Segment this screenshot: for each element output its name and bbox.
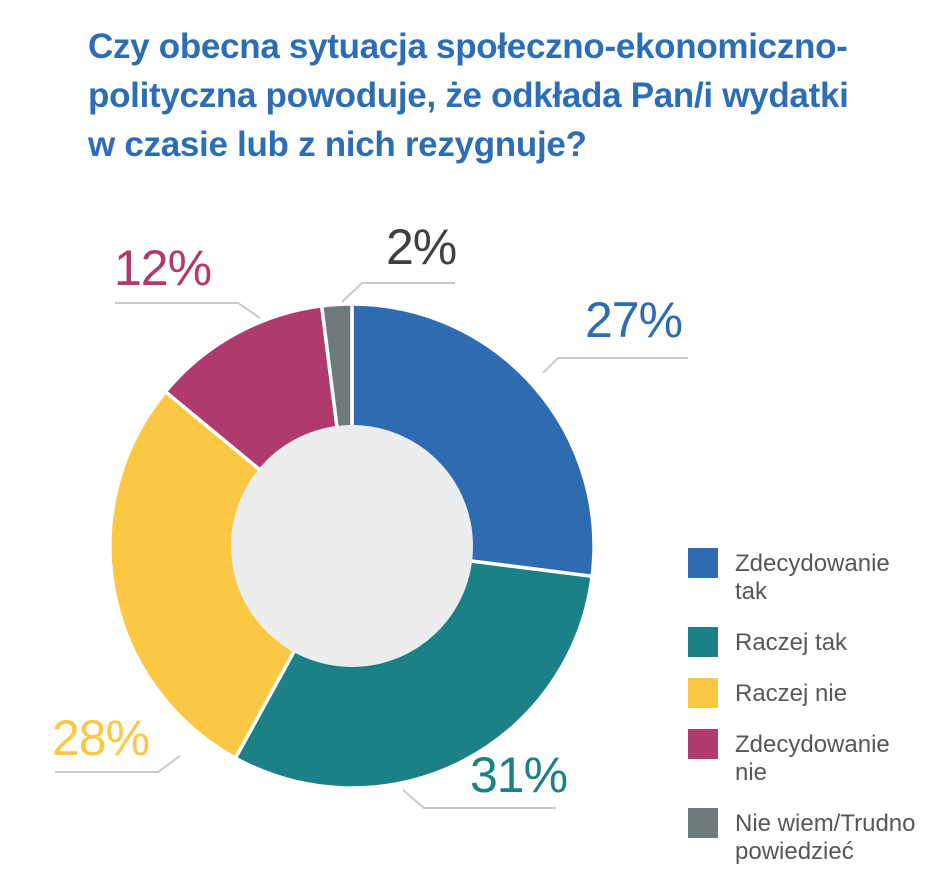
- donut-chart-svg: [55, 282, 688, 809]
- legend-item-0: Zdecydowanie tak: [688, 548, 924, 606]
- legend-item-1: Raczej tak: [688, 627, 924, 657]
- legend-item-label-1: Raczej tak: [735, 629, 848, 656]
- pie-slice-2: [108, 389, 354, 760]
- legend-swatch-3: [688, 729, 718, 759]
- slice-value-label-2: 28%: [52, 710, 150, 766]
- legend-swatch-1: [688, 627, 718, 657]
- leader-line-1: [402, 789, 556, 809]
- legend-swatch-0: [688, 548, 718, 578]
- legend-swatch-4: [688, 808, 718, 838]
- slice-value-label-1: 31%: [470, 747, 568, 803]
- legend-item-label-3: Zdecydowanie nie: [735, 731, 890, 786]
- legend-item-label-4: Nie wiem/Trudno powiedzieć: [735, 810, 916, 865]
- donut-hole: [231, 425, 473, 667]
- legend-item-3: Zdecydowanie nie: [688, 729, 924, 787]
- legend-swatch-2: [688, 678, 718, 708]
- slice-value-label-4: 2%: [386, 219, 457, 275]
- leader-line-3: [115, 302, 261, 319]
- legend-item-2: Raczej nie: [688, 678, 924, 708]
- chart-title: Czy obecna sytuacja społeczno-ekonomiczn…: [88, 27, 849, 164]
- legend-item-label-2: Raczej nie: [735, 680, 848, 707]
- legend-item-4: Nie wiem/Trudno powiedzieć: [688, 808, 924, 866]
- leader-line-0: [542, 357, 688, 374]
- slice-value-label-0: 27%: [585, 292, 683, 348]
- legend-item-label-0: Zdecydowanie tak: [735, 550, 890, 605]
- donut-chart: 27% 31% 28% 12% 2% Zdecydowanie tak Raczej ta…: [52, 219, 916, 865]
- chart-legend: Zdecydowanie tak Raczej tak Raczej nie Zdec…: [688, 548, 924, 887]
- leader-line-2: [55, 755, 181, 773]
- slice-value-label-3: 12%: [114, 240, 212, 296]
- leader-line-4: [341, 282, 455, 303]
